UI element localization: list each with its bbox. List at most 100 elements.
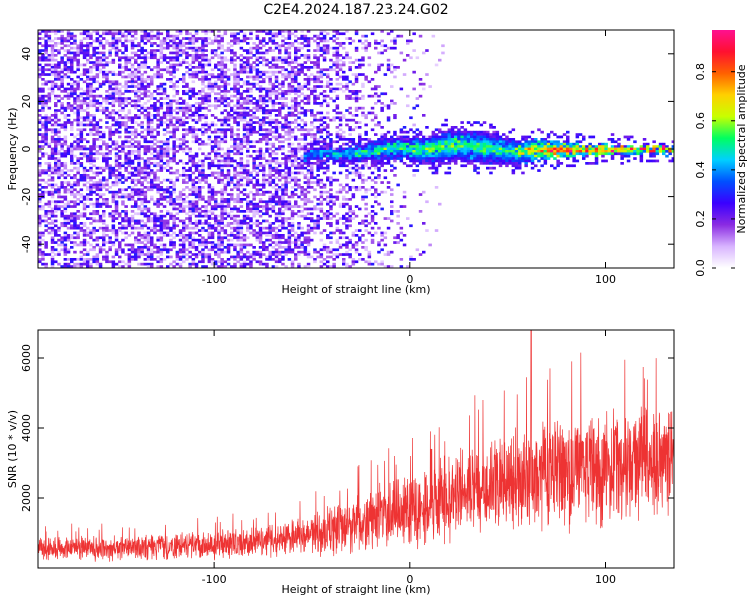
spectrogram-cell xyxy=(140,250,144,254)
spectrogram-cell xyxy=(124,39,128,43)
spectrogram-cell xyxy=(207,241,212,244)
spectrogram-cell xyxy=(220,37,224,40)
spectrogram-cell xyxy=(201,159,205,163)
spectrogram-cell xyxy=(105,39,109,43)
spectrogram-cell xyxy=(146,159,151,163)
spectrogram-cell xyxy=(274,243,279,247)
spectrogram-cell xyxy=(130,162,135,165)
spectrogram-cell xyxy=(281,210,285,213)
spectrogram-cell xyxy=(156,202,160,206)
spectrogram-cell xyxy=(217,68,221,72)
spectrogram-cell xyxy=(303,85,308,88)
spectrogram-cell xyxy=(159,39,164,43)
spectrogram-cell xyxy=(143,87,148,91)
spectrogram-cell xyxy=(201,123,205,127)
spectrogram-cell xyxy=(137,49,141,52)
spectrogram-cell xyxy=(92,66,96,69)
spectrogram-cell xyxy=(204,99,208,103)
spectrogram-cell xyxy=(60,241,64,244)
spectrogram-cell xyxy=(233,219,237,223)
spectrogram-cell xyxy=(175,171,180,175)
spectrogram-cell xyxy=(73,102,77,105)
spectrogram-cell xyxy=(220,243,224,247)
spectrogram-cell xyxy=(297,162,301,165)
spectrogram-cell xyxy=(249,217,253,220)
spectrogram-cell xyxy=(281,92,285,96)
spectrogram-cell xyxy=(124,128,128,132)
spectrogram-cell xyxy=(223,32,228,36)
spectrogram-cell xyxy=(130,186,135,189)
spectrogram-cell xyxy=(105,162,109,165)
spectrogram-cell xyxy=(204,75,208,79)
spectrogram-cell xyxy=(150,171,154,175)
spectrogram-cell xyxy=(92,133,96,136)
spectrogram-cell xyxy=(252,255,256,259)
spectrogram-cell xyxy=(54,102,58,105)
spectrogram-cell xyxy=(265,75,269,79)
spectrogram-cell xyxy=(226,128,231,132)
spectrogram-cell xyxy=(233,118,237,122)
spectrogram-cell xyxy=(255,82,260,86)
spectrogram-cell xyxy=(214,246,218,249)
spectrogram-cell xyxy=(66,61,71,64)
spectrogram-cell xyxy=(287,236,292,240)
spectrogram-cell xyxy=(319,32,324,36)
spectrogram-cell xyxy=(111,73,116,76)
spectrogram-cell xyxy=(316,174,320,177)
spectrogram-cell xyxy=(95,39,100,43)
spectrogram-cell xyxy=(281,212,285,216)
spectrogram-cell xyxy=(169,198,173,201)
spectrogram-cell xyxy=(249,49,253,52)
spectrogram-cell xyxy=(271,109,276,112)
spectrogram-cell xyxy=(268,82,272,86)
spectrogram-cell xyxy=(290,214,295,218)
spectrogram-cell xyxy=(60,61,64,64)
spectrogram-cells xyxy=(38,30,674,268)
spectrogram-cell xyxy=(191,183,196,187)
spectrogram-cell xyxy=(73,39,77,43)
spectrogram-cell xyxy=(316,75,320,79)
spectrogram-cell xyxy=(265,262,269,266)
spectrogram-cell xyxy=(98,205,103,208)
spectrogram-cell xyxy=(281,97,285,100)
spectrogram-cell xyxy=(150,169,154,172)
spectrogram-cell xyxy=(130,85,135,88)
spectrogram-cell xyxy=(287,130,292,134)
spectrogram-cell xyxy=(108,174,112,177)
spectrogram-cell xyxy=(310,133,314,136)
spectrogram-cell xyxy=(239,219,244,223)
spectrogram-cell xyxy=(316,224,320,228)
spectrogram-cell xyxy=(89,231,93,235)
spectrogram-cell xyxy=(287,231,292,235)
spectrogram-cell xyxy=(303,265,308,268)
spectrogram-cell xyxy=(38,253,42,256)
spectrogram-cell xyxy=(310,186,314,189)
spectrogram-cell xyxy=(89,99,93,103)
spectrogram-cell xyxy=(191,87,196,91)
spectrogram-cell xyxy=(198,241,202,244)
spectrogram-cell xyxy=(124,226,128,230)
spectrogram-cell xyxy=(134,157,138,160)
spectrogram-cell xyxy=(210,243,215,247)
spectrogram-cell xyxy=(105,90,109,93)
spectrogram-cell xyxy=(70,186,74,189)
spectrogram-cell xyxy=(108,166,112,170)
spectrogram-cell xyxy=(194,54,199,57)
spectrogram-cell xyxy=(86,262,90,266)
spectrogram-cell xyxy=(156,176,160,180)
spectrogram-cell xyxy=(143,212,148,216)
spectrogram-cell xyxy=(89,236,93,240)
spectrogram-cell xyxy=(290,226,295,230)
spectrogram-cell xyxy=(111,82,116,86)
spectrogram-cell xyxy=(50,157,55,160)
spectrogram-cell xyxy=(230,87,234,91)
spectrogram-cell xyxy=(214,80,218,84)
spectrogram-cell xyxy=(281,75,285,79)
spectrogram-cell xyxy=(322,44,327,48)
spectrogram-cell xyxy=(214,265,218,268)
spectrogram-cell xyxy=(188,116,192,120)
spectrogram-cell xyxy=(169,241,173,244)
spectrogram-cell xyxy=(124,162,128,165)
spectrogram-cell xyxy=(166,44,170,48)
spectrogram-cell xyxy=(262,133,266,136)
